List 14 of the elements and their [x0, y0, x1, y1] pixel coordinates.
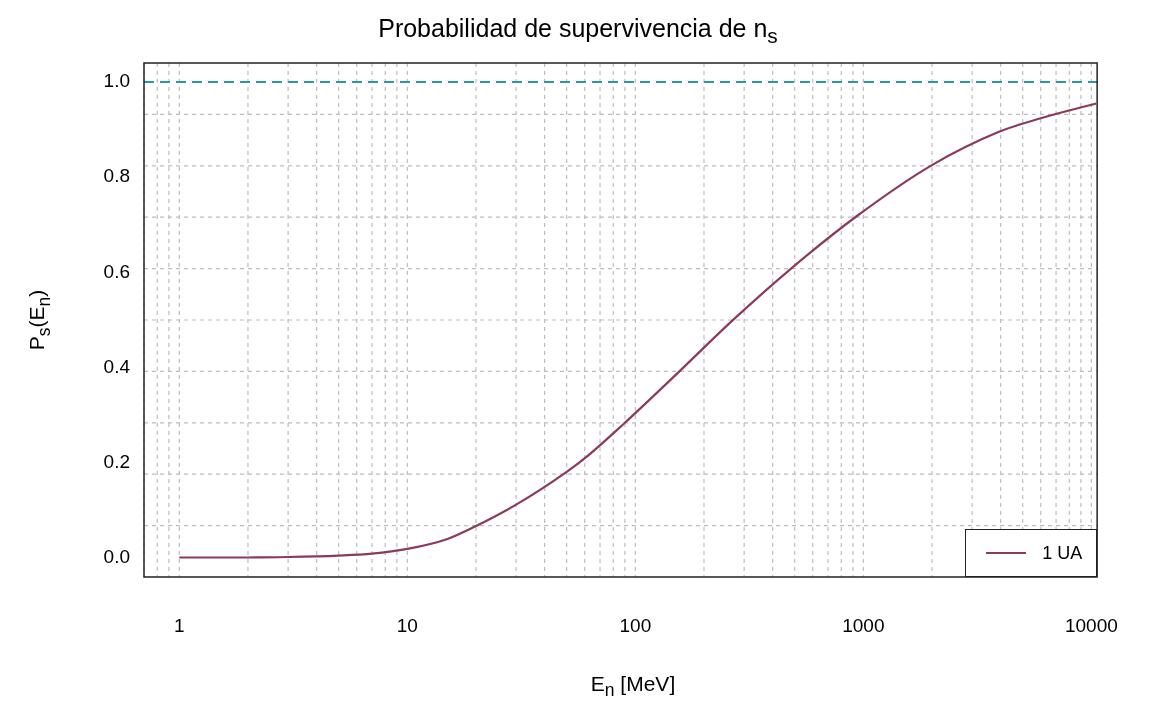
- y-tick-label: 0.4: [103, 355, 131, 377]
- y-tick-label: 1.0: [103, 70, 130, 92]
- legend-label: 1 UA: [1042, 542, 1083, 564]
- x-tick-label: 1: [174, 614, 185, 636]
- y-tick-label: 0.2: [103, 451, 130, 473]
- x-tick-label: 100: [619, 614, 652, 636]
- x-tick-label: 10000: [1064, 614, 1118, 636]
- y-tick-label: 0.8: [103, 165, 130, 187]
- y-tick-label: 0.6: [103, 260, 130, 282]
- x-tick-label: 10: [396, 614, 418, 636]
- x-axis-title: E$_{n}$ [MeV]: [589, 672, 677, 702]
- y-tick-label: 0.0: [103, 546, 130, 568]
- x-tick-label: 1000: [842, 614, 885, 636]
- chart-title: Probabilidad de supervivencia de n$_{s}$: [377, 14, 779, 48]
